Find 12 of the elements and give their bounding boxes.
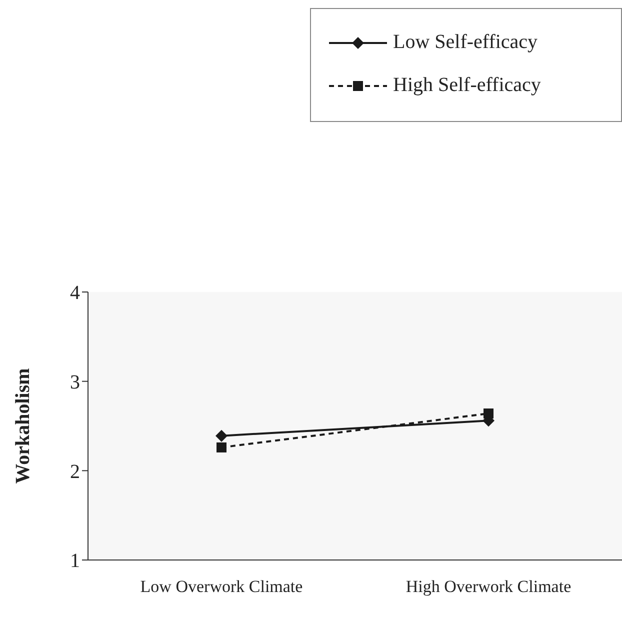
point bbox=[216, 442, 226, 452]
legend-label: High Self-efficacy bbox=[393, 74, 541, 97]
legend-label: Low Self-efficacy bbox=[393, 31, 538, 54]
y-tick-label: 3 bbox=[70, 371, 80, 394]
point bbox=[216, 430, 228, 442]
x-tick-label: High Overwork Climate bbox=[406, 577, 572, 596]
y-tick-label: 2 bbox=[70, 460, 80, 483]
y-tick-label: 4 bbox=[70, 282, 80, 304]
y-axis-title: Workaholism bbox=[12, 368, 34, 484]
point bbox=[484, 408, 494, 418]
x-tick-label: Low Overwork Climate bbox=[140, 577, 303, 596]
y-tick-label: 1 bbox=[70, 550, 80, 572]
